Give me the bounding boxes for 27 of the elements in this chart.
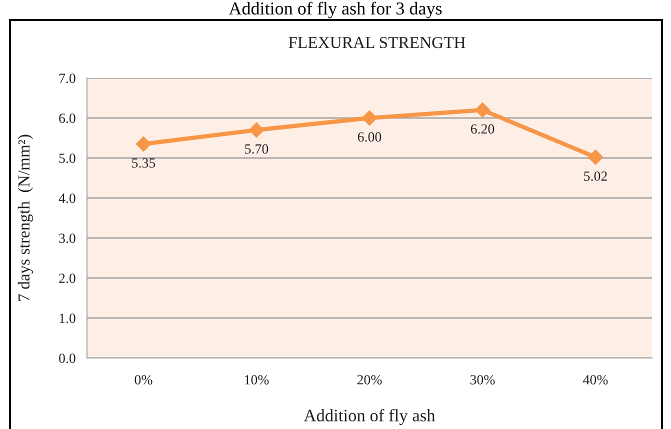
y-axis-title: 7 days strength (N/mm²) [18,134,33,301]
chart-title: FLEXURAL STRENGTH [288,36,466,48]
x-tick-label: 40% [583,375,608,384]
point [136,136,152,152]
x-axis-title: Addition of fly ash [304,409,436,425]
point [588,150,604,165]
x-tick-label: 0% [134,375,152,384]
y-tick-label: 2.0 [59,274,76,284]
data-label: 5.35 [132,158,156,168]
x-tick-label: 10% [244,375,269,384]
data-label: 6.20 [470,124,494,134]
point [362,110,378,126]
data-label: 5.70 [245,144,268,154]
x-tick-label: 30% [470,375,495,384]
y-tick-label: 3.0 [59,234,76,244]
data-label: 5.02 [584,171,607,181]
y-tick-label: 0.0 [59,354,76,364]
text: Addition of fly ash for 3 days [228,2,442,18]
y-tick-label: 1.0 [60,314,76,324]
x-tick-label: 20% [357,375,382,384]
y-tick-label: 5.0 [59,154,76,164]
data-label: 6.00 [358,132,382,142]
point [248,122,264,138]
y-tick-label: 4.0 [58,194,76,204]
point [474,102,490,118]
y-tick-label: 6.0 [59,114,76,124]
y-tick-label: 7.0 [59,74,76,84]
